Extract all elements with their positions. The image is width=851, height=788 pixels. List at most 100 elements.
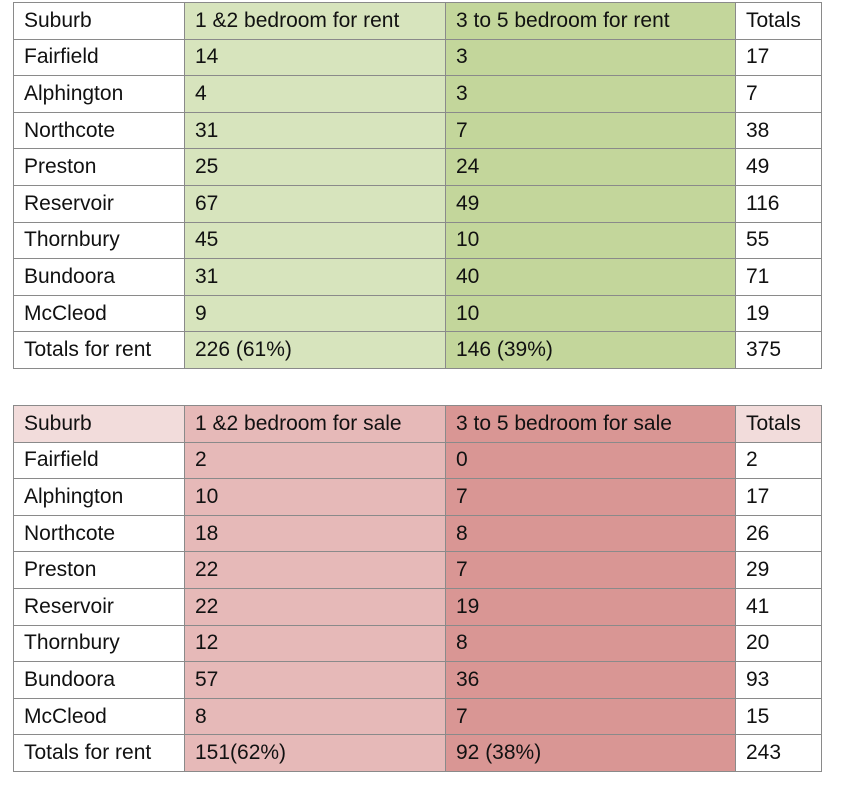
table-row: Northcote 31 7 38 [13,111,822,150]
large-bedroom-cell: 3 [445,75,736,113]
header-row: Suburb 1 &2 bedroom for rent 3 to 5 bedroo… [13,2,822,40]
small-bedroom-cell: 9 [184,294,446,333]
totals-row: Totals for rent 151(62%) 92 (38%) 243 [13,734,822,772]
small-bedroom-cell: 10 [184,478,446,516]
large-bedroom-cell: 7 [445,111,736,150]
total-cell: 93 [735,661,822,699]
column-header: Totals [735,2,822,40]
table-row: McCleod 9 10 19 [13,294,822,333]
suburb-cell: Totals for rent [13,331,185,369]
total-cell: 17 [735,38,822,77]
rent-table-body: Suburb 1 &2 bedroom for rent 3 to 5 bedroo… [13,2,822,369]
large-bedroom-cell: 92 (38%) [445,734,736,772]
small-bedroom-cell: 4 [184,75,446,113]
table-row: McCleod 8 7 15 [13,697,822,736]
suburb-cell: Fairfield [13,441,185,480]
table-row: Alphington 4 3 7 [13,75,822,113]
large-bedroom-cell: 7 [445,697,736,736]
suburb-cell: Fairfield [13,38,185,77]
column-header: 1 &2 bedroom for rent [184,2,446,40]
small-bedroom-cell: 31 [184,258,446,296]
small-bedroom-cell: 67 [184,184,446,223]
rent-table: Suburb 1 &2 bedroom for rent 3 to 5 bedroo… [13,2,822,369]
suburb-cell: Alphington [13,478,185,516]
suburb-cell: Thornbury [13,221,185,260]
suburb-cell: Alphington [13,75,185,113]
total-cell: 375 [735,331,822,369]
suburb-cell: Reservoir [13,184,185,223]
column-header: 3 to 5 bedroom for rent [445,2,736,40]
suburb-cell: Preston [13,148,185,186]
suburb-cell: Northcote [13,111,185,150]
small-bedroom-cell: 31 [184,111,446,150]
large-bedroom-cell: 8 [445,624,736,663]
small-bedroom-cell: 18 [184,514,446,553]
small-bedroom-cell: 226 (61%) [184,331,446,369]
table-row: Fairfield 2 0 2 [13,441,822,480]
small-bedroom-cell: 8 [184,697,446,736]
small-bedroom-cell: 151(62%) [184,734,446,772]
total-cell: 243 [735,734,822,772]
large-bedroom-cell: 8 [445,514,736,553]
total-cell: 7 [735,75,822,113]
suburb-cell: Bundoora [13,661,185,699]
small-bedroom-cell: 45 [184,221,446,260]
large-bedroom-cell: 10 [445,221,736,260]
total-cell: 15 [735,697,822,736]
column-header: 1 &2 bedroom for sale [184,405,446,443]
column-header: Suburb [13,2,185,40]
small-bedroom-cell: 2 [184,441,446,480]
column-header: 3 to 5 bedroom for sale [445,405,736,443]
column-header: Totals [735,405,822,443]
total-cell: 116 [735,184,822,223]
large-bedroom-cell: 0 [445,441,736,480]
table-row: Northcote 18 8 26 [13,514,822,553]
total-cell: 29 [735,551,822,589]
table-row: Preston 25 24 49 [13,148,822,186]
total-cell: 71 [735,258,822,296]
total-cell: 19 [735,294,822,333]
small-bedroom-cell: 57 [184,661,446,699]
total-cell: 38 [735,111,822,150]
suburb-cell: Reservoir [13,587,185,626]
total-cell: 55 [735,221,822,260]
column-header: Suburb [13,405,185,443]
table-row: Thornbury 45 10 55 [13,221,822,260]
sale-table-body: Suburb 1 &2 bedroom for sale 3 to 5 bedroo… [13,405,822,772]
large-bedroom-cell: 7 [445,478,736,516]
large-bedroom-cell: 3 [445,38,736,77]
small-bedroom-cell: 12 [184,624,446,663]
table-row: Alphington 10 7 17 [13,478,822,516]
small-bedroom-cell: 22 [184,587,446,626]
total-cell: 26 [735,514,822,553]
suburb-cell: Thornbury [13,624,185,663]
large-bedroom-cell: 19 [445,587,736,626]
suburb-cell: Bundoora [13,258,185,296]
large-bedroom-cell: 36 [445,661,736,699]
totals-row: Totals for rent 226 (61%) 146 (39%) 375 [13,331,822,369]
suburb-cell: McCleod [13,294,185,333]
total-cell: 41 [735,587,822,626]
total-cell: 20 [735,624,822,663]
small-bedroom-cell: 22 [184,551,446,589]
table-row: Bundoora 57 36 93 [13,661,822,699]
table-row: Thornbury 12 8 20 [13,624,822,663]
suburb-cell: Totals for rent [13,734,185,772]
suburb-cell: Northcote [13,514,185,553]
table-row: Bundoora 31 40 71 [13,258,822,296]
small-bedroom-cell: 25 [184,148,446,186]
total-cell: 2 [735,441,822,480]
large-bedroom-cell: 24 [445,148,736,186]
total-cell: 49 [735,148,822,186]
table-row: Reservoir 67 49 116 [13,184,822,223]
table-row: Preston 22 7 29 [13,551,822,589]
table-row: Reservoir 22 19 41 [13,587,822,626]
large-bedroom-cell: 10 [445,294,736,333]
large-bedroom-cell: 49 [445,184,736,223]
large-bedroom-cell: 7 [445,551,736,589]
sale-table: Suburb 1 &2 bedroom for sale 3 to 5 bedroo… [13,405,822,772]
large-bedroom-cell: 40 [445,258,736,296]
suburb-cell: Preston [13,551,185,589]
small-bedroom-cell: 14 [184,38,446,77]
large-bedroom-cell: 146 (39%) [445,331,736,369]
